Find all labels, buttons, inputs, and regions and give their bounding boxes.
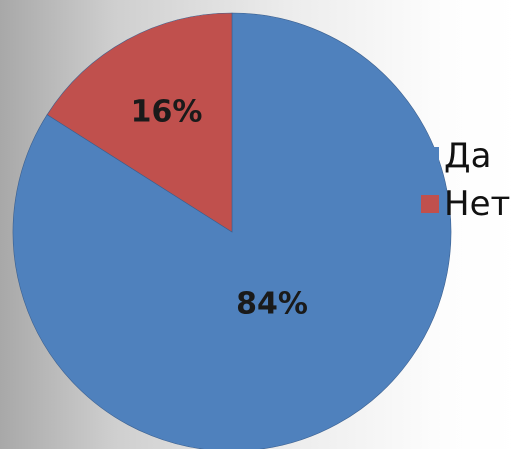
chart-legend: Да Нет (421, 132, 510, 228)
legend-label-da: Да (444, 136, 492, 176)
pie-labels: 84% 16% (131, 95, 308, 322)
pie-label-da: 84% (236, 286, 308, 321)
legend-swatch-da (421, 147, 439, 165)
legend-item-da: Да (421, 132, 510, 180)
pie-slice-net (46, 12, 233, 233)
legend-swatch-net (421, 195, 439, 213)
legend-item-net: Нет (421, 180, 510, 228)
legend-label-net: Нет (444, 184, 511, 224)
pie-slices (12, 12, 452, 449)
pie-label-net: 16% (131, 95, 203, 130)
